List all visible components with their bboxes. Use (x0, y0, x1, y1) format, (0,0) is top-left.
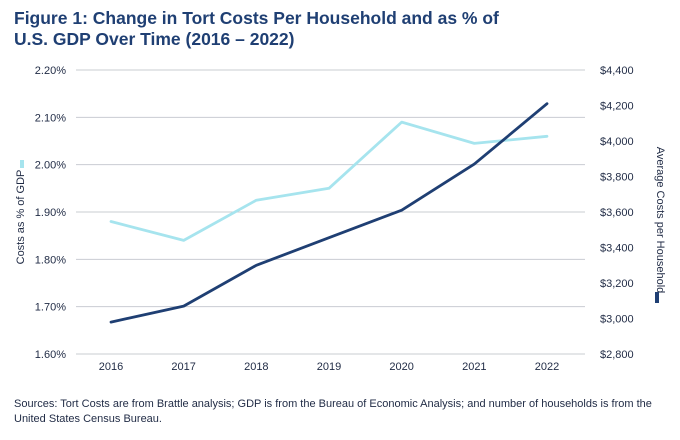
x-tick-label: 2018 (244, 361, 268, 373)
grid-lines (76, 69, 585, 355)
left-tick-label: 1.70% (35, 302, 66, 314)
x-tick-label: 2020 (389, 361, 413, 373)
right-tick-label: $4,200 (600, 101, 634, 113)
left-tick-label: 1.90% (35, 207, 66, 219)
right-tick-label: $3,000 (600, 314, 634, 326)
right-axis-legend-swatch (655, 292, 659, 303)
right-axis-title-group: Average Costs per Household (654, 147, 666, 303)
right-axis-title: Average Costs per Household (654, 147, 666, 294)
left-axis-ticks: 2.20% 2.10% 2.00% 1.90% 1.80% 1.70% 1.60% (35, 65, 66, 361)
gdp-share-line (109, 120, 549, 242)
right-tick-label: $3,400 (600, 243, 634, 255)
x-tick-label: 2022 (535, 361, 559, 373)
right-tick-label: $3,800 (600, 172, 634, 184)
left-tick-label: 1.80% (35, 254, 66, 266)
x-axis-ticks: 2016 2017 2018 2019 2020 2021 2022 (99, 361, 559, 373)
x-tick-label: 2019 (317, 361, 341, 373)
x-tick-label: 2017 (171, 361, 195, 373)
x-tick-label: 2021 (462, 361, 486, 373)
right-tick-label: $2,800 (600, 349, 634, 361)
source-note: Sources: Tort Costs are from Brattle ana… (14, 398, 652, 425)
left-tick-label: 2.10% (35, 112, 66, 124)
left-tick-label: 2.20% (35, 65, 66, 77)
left-tick-label: 2.00% (35, 160, 66, 172)
left-tick-label: 1.60% (35, 349, 66, 361)
left-axis-legend-swatch (20, 160, 24, 168)
chart-title: Figure 1: Change in Tort Costs Per House… (14, 8, 499, 49)
series-lines (109, 102, 549, 324)
left-axis-title-group: Costs as % of GDP (15, 160, 27, 264)
right-axis-ticks: $4,400 $4,200 $4,000 $3,800 $3,600 $3,400 $3,2… (600, 65, 634, 361)
right-tick-label: $3,600 (600, 207, 634, 219)
right-tick-label: $4,000 (600, 136, 634, 148)
right-tick-label: $4,400 (600, 65, 634, 77)
x-tick-label: 2016 (99, 361, 123, 373)
left-axis-title: Costs as % of GDP (15, 170, 27, 265)
right-tick-label: $3,200 (600, 278, 634, 290)
household-cost-line (109, 102, 549, 324)
